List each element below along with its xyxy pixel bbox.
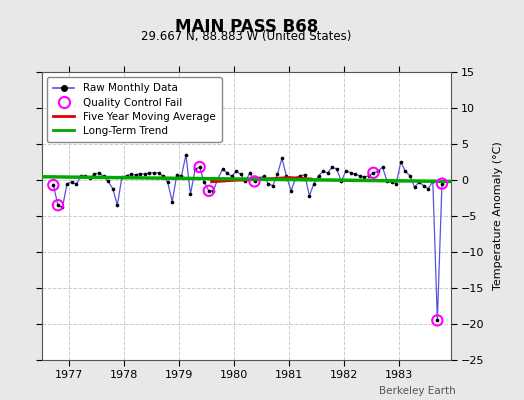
Point [182, 152, 190, 158]
Point [323, 170, 332, 176]
Point [365, 172, 373, 179]
Point [342, 168, 350, 174]
Point [159, 173, 167, 180]
Point [255, 175, 263, 181]
Point [163, 179, 172, 185]
Point [168, 198, 177, 205]
Point [49, 182, 58, 188]
Point [305, 193, 313, 199]
Point [227, 173, 236, 180]
Text: Berkeley Earth: Berkeley Earth [379, 386, 456, 396]
Point [337, 178, 345, 185]
Point [282, 173, 291, 180]
Point [104, 178, 112, 185]
Point [369, 170, 378, 176]
Point [401, 168, 410, 174]
Point [438, 180, 446, 187]
Point [429, 178, 437, 185]
Point [387, 179, 396, 185]
Point [136, 170, 145, 177]
Point [397, 159, 405, 165]
Point [410, 184, 419, 190]
Point [204, 188, 213, 194]
Point [132, 172, 140, 178]
Point [232, 168, 241, 174]
Point [433, 317, 442, 324]
Text: MAIN PASS B68: MAIN PASS B68 [174, 18, 318, 36]
Point [291, 175, 300, 181]
Point [77, 173, 85, 180]
Point [81, 172, 90, 179]
Point [177, 173, 185, 180]
Point [214, 175, 222, 182]
Point [241, 178, 249, 185]
Point [310, 180, 318, 187]
Point [95, 170, 103, 176]
Point [333, 166, 341, 172]
Point [246, 170, 254, 176]
Point [278, 155, 286, 162]
Point [195, 164, 204, 170]
Point [113, 202, 122, 208]
Point [172, 172, 181, 178]
Point [49, 182, 58, 188]
Point [90, 171, 99, 178]
Point [86, 175, 94, 181]
Point [301, 172, 309, 178]
Point [200, 179, 209, 185]
Point [122, 172, 130, 179]
Point [374, 168, 382, 174]
Point [433, 317, 442, 324]
Point [250, 178, 259, 185]
Point [63, 180, 71, 187]
Point [108, 186, 117, 192]
Point [406, 172, 414, 179]
Point [346, 170, 355, 176]
Point [319, 168, 328, 174]
Point [195, 164, 204, 170]
Point [204, 188, 213, 194]
Point [328, 164, 336, 170]
Point [273, 171, 281, 178]
Point [424, 186, 432, 192]
Text: 29.667 N, 88.883 W (United States): 29.667 N, 88.883 W (United States) [141, 30, 352, 43]
Point [378, 164, 387, 170]
Point [145, 170, 154, 176]
Legend: Raw Monthly Data, Quality Control Fail, Five Year Moving Average, Long-Term Tren: Raw Monthly Data, Quality Control Fail, … [47, 77, 222, 142]
Point [392, 180, 400, 187]
Point [100, 173, 108, 180]
Point [314, 172, 323, 179]
Point [68, 179, 76, 185]
Y-axis label: Temperature Anomaly (°C): Temperature Anomaly (°C) [493, 142, 503, 290]
Point [154, 170, 162, 176]
Point [415, 179, 423, 185]
Point [72, 181, 80, 188]
Point [219, 166, 227, 172]
Point [269, 182, 277, 189]
Point [369, 170, 378, 176]
Point [296, 172, 304, 179]
Point [54, 202, 62, 208]
Point [209, 188, 217, 194]
Point [259, 173, 268, 180]
Point [187, 191, 195, 198]
Point [419, 182, 428, 189]
Point [191, 166, 199, 172]
Point [360, 174, 368, 180]
Point [287, 188, 296, 194]
Point [118, 174, 126, 180]
Point [150, 170, 158, 176]
Point [250, 178, 259, 185]
Point [264, 180, 272, 187]
Point [351, 171, 359, 178]
Point [140, 171, 149, 178]
Point [438, 180, 446, 187]
Point [54, 202, 62, 208]
Point [237, 171, 245, 178]
Point [383, 178, 391, 185]
Point [355, 172, 364, 179]
Point [58, 204, 67, 210]
Point [127, 171, 135, 178]
Point [223, 170, 231, 176]
